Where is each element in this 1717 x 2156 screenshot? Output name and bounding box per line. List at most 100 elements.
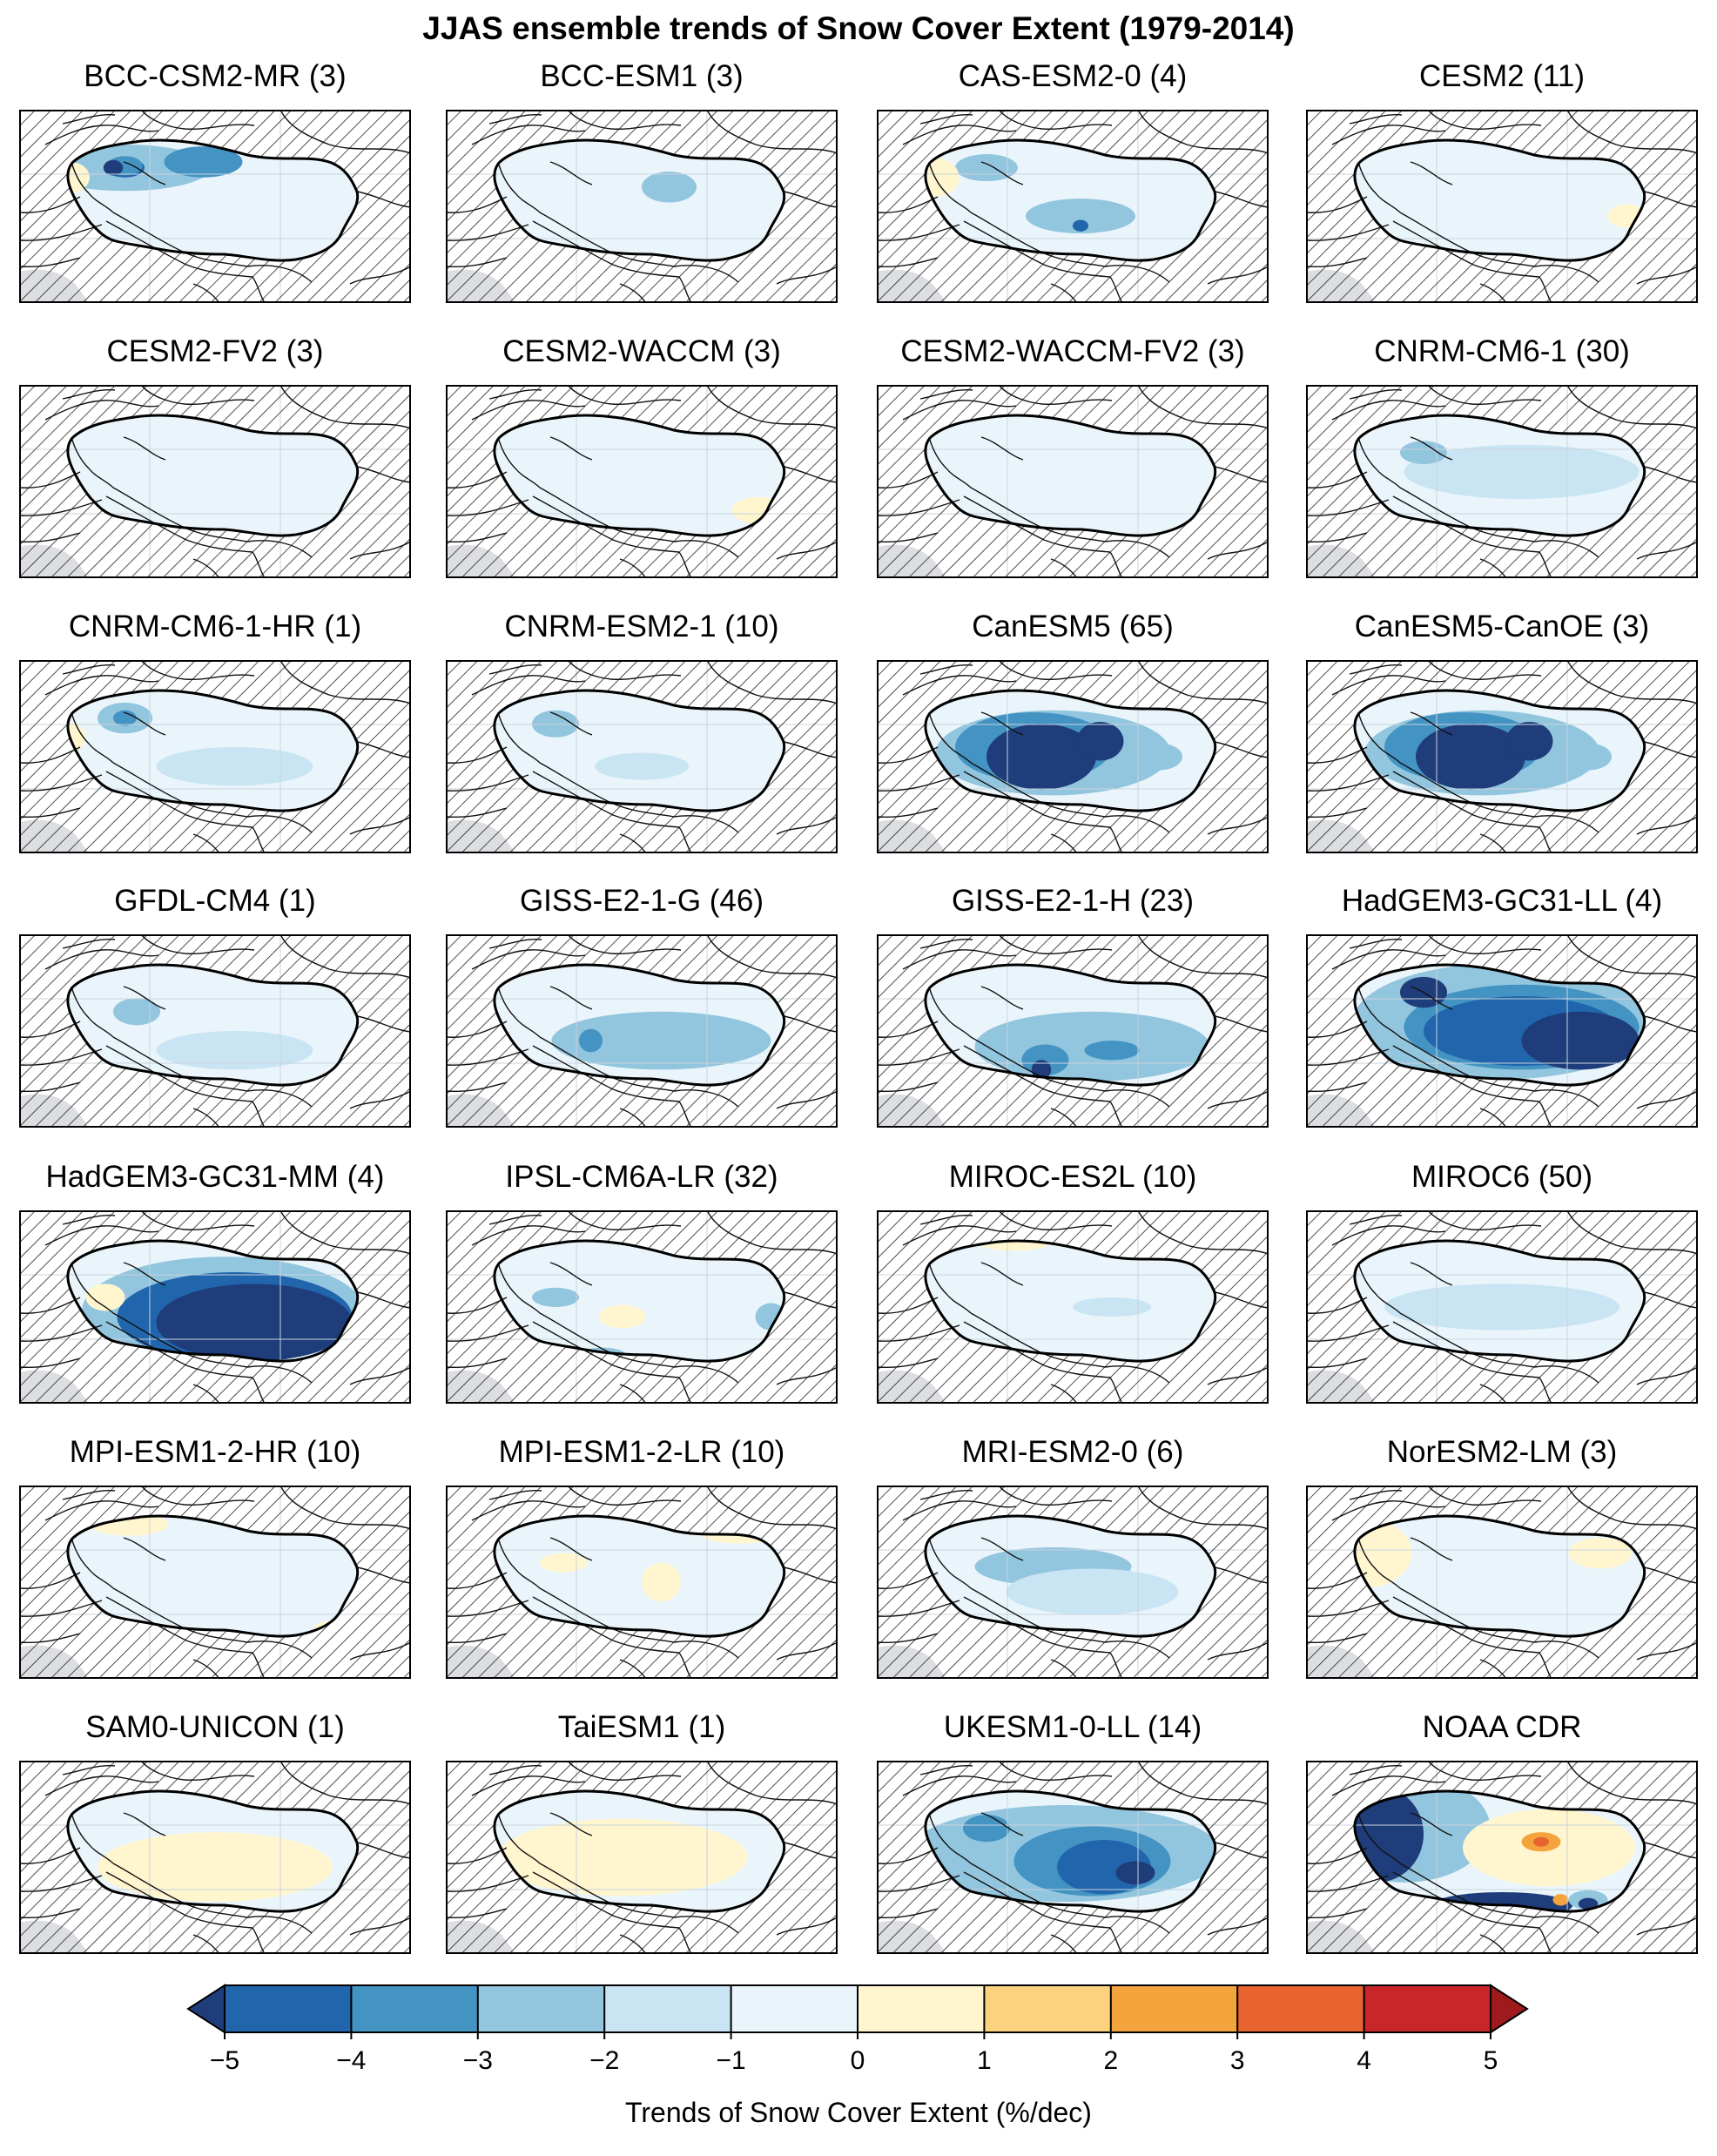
panel-frame bbox=[19, 934, 411, 1128]
panel-frame bbox=[877, 110, 1269, 303]
map-panel bbox=[877, 385, 1269, 578]
trend-contour bbox=[1135, 743, 1182, 771]
panel-frame bbox=[1306, 385, 1698, 578]
trend-contour bbox=[1521, 1011, 1640, 1070]
trend-contour bbox=[98, 1832, 333, 1903]
trend-contour bbox=[642, 1562, 681, 1602]
map-panel bbox=[446, 110, 838, 303]
colorbar-segment bbox=[351, 1985, 478, 2032]
colorbar-tick-label: −1 bbox=[716, 2046, 745, 2075]
panel-title: IPSL-CM6A-LR (32) bbox=[505, 1160, 778, 1194]
trend-contour bbox=[1073, 1297, 1151, 1317]
map-panel bbox=[19, 385, 411, 578]
trend-contours bbox=[1354, 964, 1645, 1080]
panel-frame bbox=[19, 1486, 411, 1679]
panel-title: UKESM1-0-LL (14) bbox=[943, 1710, 1202, 1744]
plateau-boundary bbox=[1353, 1514, 1646, 1638]
panel-frame bbox=[1306, 934, 1698, 1128]
colorbar-segment bbox=[1364, 1985, 1491, 2032]
panel-title: GISS-E2-1-G (46) bbox=[519, 884, 764, 918]
map-panel bbox=[19, 110, 411, 303]
country-borders bbox=[1306, 1486, 1698, 1679]
panel-frame bbox=[446, 934, 838, 1128]
plateau-boundary bbox=[924, 689, 1217, 812]
country-borders bbox=[1306, 934, 1698, 1128]
map-panel bbox=[1306, 934, 1698, 1128]
panel-title: GISS-E2-1-H (23) bbox=[951, 884, 1195, 918]
country-borders bbox=[1306, 385, 1698, 578]
map-panel bbox=[446, 1210, 838, 1404]
colorbar-segment bbox=[858, 1985, 985, 2032]
panel-title: MRI-ESM2-0 (6) bbox=[961, 1435, 1184, 1469]
colorbar-tick-label: −3 bbox=[463, 2046, 493, 2075]
panel-frame bbox=[1306, 1761, 1698, 1954]
map-panel bbox=[446, 1486, 838, 1679]
trend-contours bbox=[551, 1011, 771, 1070]
plateau-boundary bbox=[493, 138, 786, 262]
trend-contour bbox=[1578, 1897, 1599, 1910]
panel-title: CAS-ESM2-0 (4) bbox=[958, 59, 1188, 93]
plateau-boundary bbox=[1353, 1239, 1646, 1363]
panel-frame bbox=[877, 1486, 1269, 1679]
trend-contour bbox=[551, 1011, 771, 1070]
colorbar-tick-label: 1 bbox=[977, 2046, 992, 2075]
trend-contour bbox=[67, 722, 86, 753]
trend-contour bbox=[113, 710, 137, 726]
colorbar-extend-high bbox=[1490, 1984, 1529, 2034]
panel-frame bbox=[19, 110, 411, 303]
panel-title: CESM2-FV2 (3) bbox=[106, 334, 324, 368]
panel-title: GFDL-CM4 (1) bbox=[114, 884, 316, 918]
colorbar-tick-label: −2 bbox=[589, 2046, 619, 2075]
map-panel bbox=[446, 934, 838, 1128]
figure-title: JJAS ensemble trends of Snow Cover Exten… bbox=[422, 10, 1295, 46]
colorbar-extend-low bbox=[186, 1984, 226, 2034]
trend-contour bbox=[1568, 1537, 1632, 1569]
plateau-boundary bbox=[924, 1789, 1217, 1913]
panel-frame bbox=[446, 1486, 838, 1679]
plateau-boundary bbox=[66, 963, 360, 1087]
plateau-boundary bbox=[924, 414, 1217, 537]
trend-contour bbox=[1533, 1836, 1549, 1847]
trend-contour bbox=[1076, 722, 1124, 761]
trend-contour bbox=[1354, 1790, 1424, 1883]
panel-frame bbox=[877, 1210, 1269, 1404]
map-panel bbox=[19, 1486, 411, 1679]
plateau-boundary bbox=[493, 963, 786, 1087]
trend-contour bbox=[974, 1240, 1054, 1251]
colorbar-segment bbox=[1110, 1985, 1238, 2032]
trend-contour bbox=[642, 172, 697, 203]
plateau-boundary bbox=[493, 414, 786, 537]
plateau-boundary bbox=[924, 138, 1217, 262]
trend-contour bbox=[540, 1553, 587, 1573]
trend-contour bbox=[1115, 1861, 1155, 1885]
plateau-boundary bbox=[493, 1789, 786, 1913]
plateau-boundary bbox=[924, 1239, 1217, 1363]
panel-title: MIROC-ES2L (10) bbox=[948, 1160, 1197, 1194]
trend-contours bbox=[1384, 1283, 1619, 1331]
map-panel bbox=[19, 1210, 411, 1404]
trend-contour bbox=[595, 752, 689, 780]
trend-contours bbox=[532, 710, 689, 780]
map-panel bbox=[877, 1210, 1269, 1404]
trend-contour bbox=[579, 1028, 603, 1053]
plateau-boundary bbox=[1353, 689, 1646, 812]
panel-title: CESM2 (11) bbox=[1419, 59, 1585, 93]
map-panel bbox=[19, 934, 411, 1128]
trend-contour bbox=[1384, 1283, 1619, 1331]
plateau-boundary bbox=[66, 414, 360, 537]
panel-frame bbox=[1306, 1486, 1698, 1679]
panel-title: TaiESM1 (1) bbox=[557, 1710, 726, 1744]
country-borders bbox=[446, 1761, 838, 1954]
trend-contour bbox=[156, 746, 313, 786]
country-borders bbox=[19, 660, 411, 853]
panel-title: NOAA CDR bbox=[1422, 1710, 1582, 1744]
trend-contours bbox=[67, 702, 313, 786]
trend-contour bbox=[598, 1304, 646, 1329]
map-panel bbox=[1306, 1761, 1698, 1954]
trend-contour bbox=[156, 1031, 313, 1070]
panel-frame bbox=[19, 1210, 411, 1404]
plateau-boundary bbox=[66, 1789, 360, 1913]
panel-frame bbox=[19, 660, 411, 853]
panel-title: CESM2-WACCM-FV2 (3) bbox=[900, 334, 1245, 368]
trend-contours bbox=[642, 172, 697, 203]
